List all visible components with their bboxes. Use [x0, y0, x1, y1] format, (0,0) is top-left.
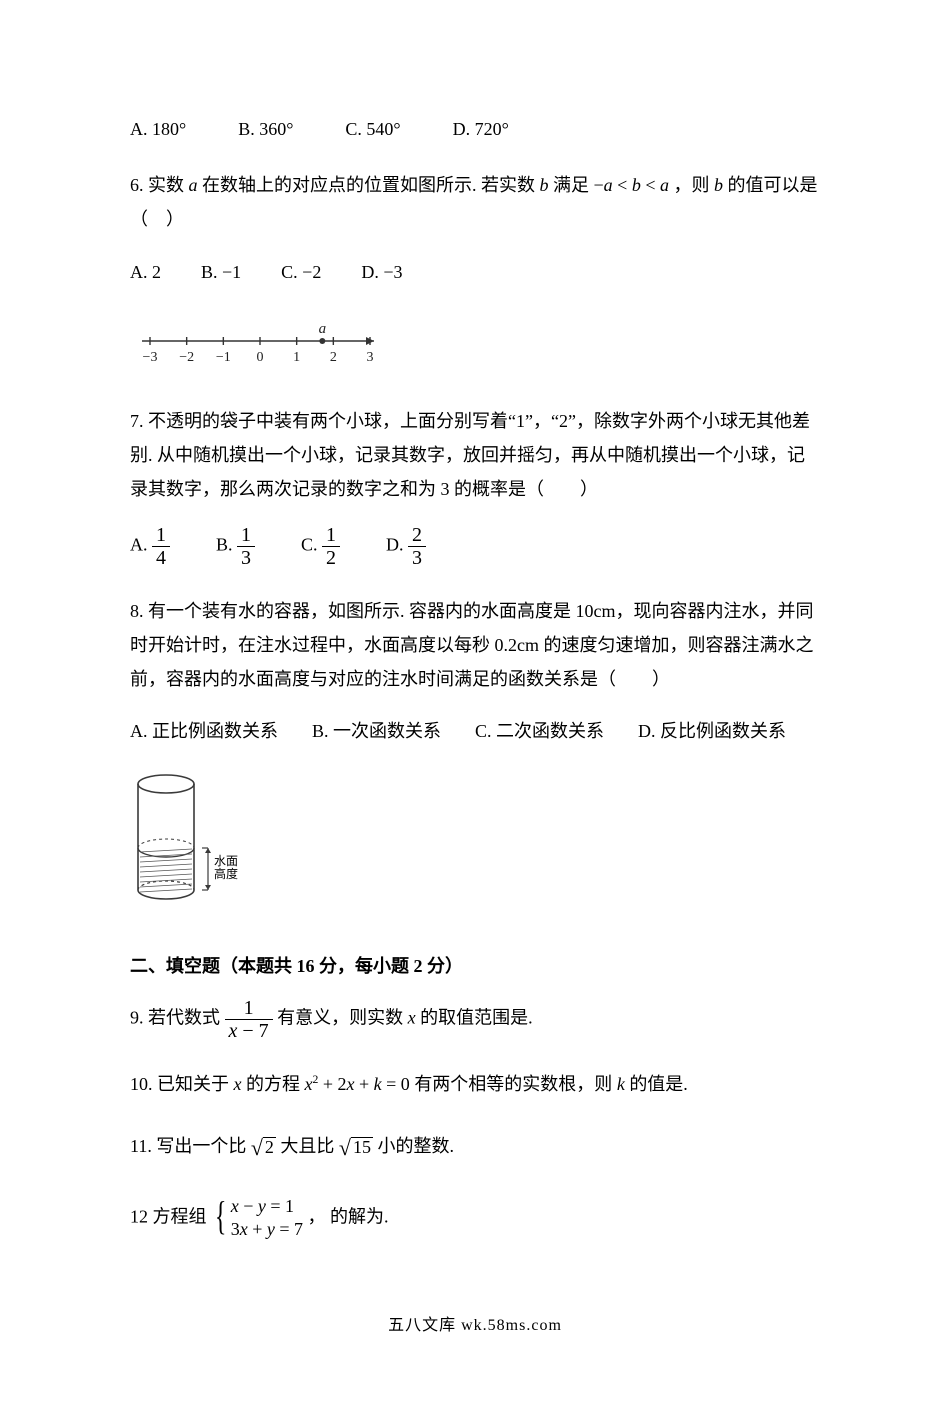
q8-options: A. 正比例函数关系 B. 一次函数关系 C. 二次函数关系 D. 反比例函数关…	[130, 714, 820, 748]
q9-fraction: 1 x − 7	[225, 998, 273, 1041]
q6-opt-a: A. 2	[130, 255, 161, 289]
svg-text:−3: −3	[143, 350, 158, 365]
q6-stem: 6. 实数 a 在数轴上的对应点的位置如图所示. 若实数 b 满足 −a < b…	[130, 168, 820, 236]
q12-text-2: 的解为.	[330, 1206, 389, 1226]
svg-text:2: 2	[330, 350, 337, 365]
q7-options: A. 14 B. 13 C. 12 D. 23	[130, 525, 820, 568]
q10-text-1: 10. 已知关于	[130, 1074, 229, 1094]
q11: 11. 写出一个比 √2 大且比 √15 小的整数.	[130, 1127, 820, 1169]
q8-opt-a: A. 正比例函数关系	[130, 714, 278, 748]
q6-text-4: ，则	[673, 175, 709, 195]
q6-numberline-figure: −3 −2 −1 0 1 2 3 a	[130, 311, 820, 378]
q8-opt-d: D. 反比例函数关系	[638, 714, 786, 748]
q7-stem: 7. 不透明的袋子中装有两个小球，上面分别写着“1”，“2”，除数字外两个小球无…	[130, 404, 820, 507]
q8-opt-b: B. 一次函数关系	[312, 714, 441, 748]
q11-sqrt-15: √15	[339, 1127, 373, 1169]
q6-options: A. 2 B. −1 C. −2 D. −3	[130, 255, 820, 289]
q6-text-3: 满足	[553, 175, 589, 195]
q12-row2: 3x + y = 7	[231, 1218, 303, 1241]
q9-text-3: 的取值范围是.	[420, 1007, 533, 1027]
q12-row1: x − y = 1	[231, 1195, 303, 1218]
q9-var-x: x	[408, 1007, 416, 1027]
q11-text-3: 小的整数.	[378, 1136, 455, 1156]
q6: 6. 实数 a 在数轴上的对应点的位置如图所示. 若实数 b 满足 −a < b…	[130, 168, 820, 378]
q11-text-1: 11. 写出一个比	[130, 1136, 246, 1156]
q5-opt-c: C. 540°	[345, 112, 400, 146]
q11-text-2: 大且比	[280, 1136, 334, 1156]
q10-var-x: x	[234, 1074, 242, 1094]
q5-options: A. 180° B. 360° C. 540° D. 720°	[130, 112, 820, 146]
q9: 9. 若代数式 1 x − 7 有意义，则实数 x 的取值范围是.	[130, 998, 820, 1041]
q8-stem: 8. 有一个装有水的容器，如图所示. 容器内的水面高度是 10cm，现向容器内注…	[130, 594, 820, 697]
q6-opt-b: B. −1	[201, 255, 241, 289]
numberline-svg: −3 −2 −1 0 1 2 3 a	[130, 311, 390, 367]
q7-opt-c: C. 12	[301, 525, 340, 568]
q12-left-brace: {	[215, 1198, 227, 1234]
q7-opt-b: B. 13	[216, 525, 255, 568]
svg-text:a: a	[319, 321, 327, 337]
q7-opt-a: A. 14	[130, 525, 170, 568]
svg-text:−2: −2	[179, 350, 194, 365]
q5-opt-a: A. 180°	[130, 112, 186, 146]
q6-var-b: b	[540, 175, 549, 195]
q7-opt-d: D. 23	[386, 525, 426, 568]
q8-opt-c: C. 二次函数关系	[475, 714, 604, 748]
q11-sqrt-2: √2	[251, 1127, 276, 1169]
q10-equation: x2 + 2x + k = 0	[305, 1074, 415, 1094]
q10: 10. 已知关于 x 的方程 x2 + 2x + k = 0 有两个相等的实数根…	[130, 1067, 820, 1101]
q6-opt-c: C. −2	[281, 255, 321, 289]
svg-text:3: 3	[367, 350, 374, 365]
svg-text:0: 0	[257, 350, 264, 365]
q8-cylinder-figure: 水面高度	[130, 770, 820, 921]
svg-text:水面: 水面	[214, 854, 238, 868]
svg-text:−1: −1	[216, 350, 231, 365]
q9-text-1: 9. 若代数式	[130, 1007, 220, 1027]
section-2-heading: 二、填空题（本题共 16 分，每小题 2 分）	[130, 949, 820, 983]
q12-comma: ，	[308, 1206, 326, 1226]
q12: 12 方程组 { x − y = 1 3x + y = 7 ， 的解为.	[130, 1195, 820, 1242]
q12-system: x − y = 1 3x + y = 7	[231, 1195, 303, 1242]
page-footer: 五八文库 wk.58ms.com	[130, 1311, 820, 1341]
q12-text-1: 12 方程组	[130, 1206, 207, 1226]
q7: 7. 不透明的袋子中装有两个小球，上面分别写着“1”，“2”，除数字外两个小球无…	[130, 404, 820, 568]
q6-text-1: 6. 实数	[130, 175, 184, 195]
q6-var-b2: b	[714, 175, 723, 195]
q10-var-k: k	[617, 1074, 625, 1094]
cylinder-svg: 水面高度	[130, 770, 240, 910]
q10-text-4: 的值是.	[629, 1074, 688, 1094]
svg-text:1: 1	[293, 350, 300, 365]
q10-text-2: 的方程	[246, 1074, 300, 1094]
q10-text-3: 有两个相等的实数根，则	[414, 1074, 612, 1094]
q8: 8. 有一个装有水的容器，如图所示. 容器内的水面高度是 10cm，现向容器内注…	[130, 594, 820, 922]
q6-ineq: −a < b < a	[594, 175, 674, 195]
q6-opt-d: D. −3	[361, 255, 402, 289]
q6-text-2: 在数轴上的对应点的位置如图所示. 若实数	[202, 175, 535, 195]
q6-var-a: a	[189, 175, 198, 195]
q9-text-2: 有意义，则实数	[277, 1007, 403, 1027]
svg-text:高度: 高度	[214, 866, 238, 881]
q5-opt-b: B. 360°	[238, 112, 293, 146]
q5-opt-d: D. 720°	[453, 112, 509, 146]
